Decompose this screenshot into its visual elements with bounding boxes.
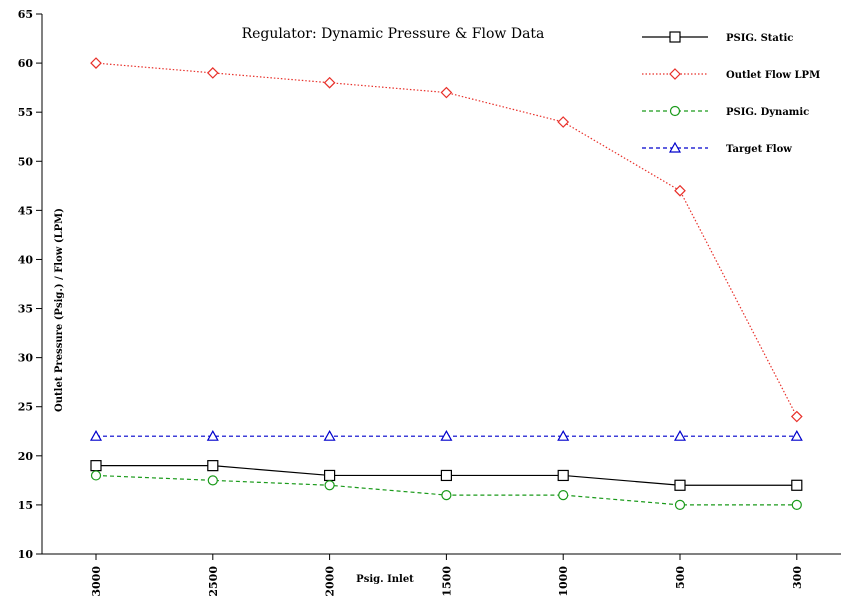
data-point (440, 469, 452, 482)
y-tick-label: 10 (18, 548, 34, 561)
data-point (441, 489, 452, 501)
y-tick-label: 55 (18, 106, 33, 119)
legend-marker (668, 141, 682, 153)
y-tick-label: 65 (18, 8, 33, 21)
legend-label: Target Flow (726, 144, 792, 155)
data-point (90, 460, 102, 472)
data-point (790, 429, 803, 441)
data-point (673, 429, 687, 441)
x-tick-label: 500 (674, 566, 687, 589)
data-point (791, 499, 802, 511)
series-line (95, 62, 798, 417)
legend-marker (669, 68, 681, 80)
data-point (90, 57, 102, 69)
y-tick-label: 25 (18, 401, 33, 414)
data-point (323, 429, 336, 441)
data-point (324, 480, 335, 491)
y-tick-label: 40 (18, 253, 34, 266)
data-point (791, 479, 803, 491)
legend-entry: Target Flow (642, 141, 792, 155)
y-tick-label: 45 (18, 204, 33, 217)
y-tick-label: 35 (18, 303, 33, 316)
data-point (557, 116, 570, 128)
data-point (790, 410, 803, 423)
x-tick-label: 1500 (440, 566, 453, 597)
x-tick-label: 2500 (207, 566, 220, 597)
data-point (557, 429, 570, 441)
series-2 (90, 57, 803, 423)
series-1 (90, 460, 803, 491)
legend-label: Outlet Flow LPM (726, 70, 820, 81)
data-point (90, 470, 102, 481)
legend-marker (669, 105, 681, 117)
data-point (558, 489, 569, 501)
data-point (674, 184, 686, 197)
legend-entry: PSIG. Dynamic (642, 105, 809, 118)
x-tick-label: 3000 (90, 566, 103, 597)
y-tick-label: 20 (18, 450, 34, 463)
y-axis-label: Outlet Pressure (Psig.) / Flow (LPM) (54, 208, 65, 412)
legend-entry: PSIG. Static (642, 31, 793, 44)
chart-legend: PSIG. Static Outlet Flow LPM PSIG. Dynamic… (642, 31, 820, 155)
x-tick-label: 300 (791, 566, 804, 589)
chart-axes (41, 14, 841, 555)
legend-label: PSIG. Static (726, 33, 793, 44)
y-tick-label: 15 (18, 499, 33, 512)
data-point (207, 460, 219, 472)
data-point (206, 67, 219, 79)
series-4 (89, 429, 803, 441)
x-tick-label: 1000 (557, 566, 570, 597)
data-point (207, 475, 218, 486)
chart-series (89, 57, 803, 511)
chart-title: Regulator: Dynamic Pressure & Flow Data (242, 26, 545, 42)
legend-marker (669, 31, 681, 43)
legend-entry: Outlet Flow LPM (642, 68, 820, 81)
y-tick-label: 60 (18, 57, 34, 70)
data-point (89, 429, 103, 441)
data-point (440, 429, 453, 441)
data-point (674, 479, 686, 491)
data-point (674, 499, 686, 511)
legend-label: PSIG. Dynamic (726, 107, 809, 118)
axis-ticks: 10 15 20 25 30 35 40 45 50 55 60 65 3000 2500 2000 1500… (18, 8, 804, 597)
x-axis-label: Psig. Inlet (356, 574, 414, 585)
y-tick-label: 50 (18, 155, 34, 168)
y-tick-label: 30 (18, 352, 34, 365)
data-point (557, 469, 569, 482)
data-point (324, 469, 336, 482)
series-3 (90, 470, 802, 511)
x-tick-label: 2000 (324, 566, 337, 597)
data-point (323, 76, 336, 89)
data-point (440, 86, 453, 99)
data-point (206, 429, 219, 441)
